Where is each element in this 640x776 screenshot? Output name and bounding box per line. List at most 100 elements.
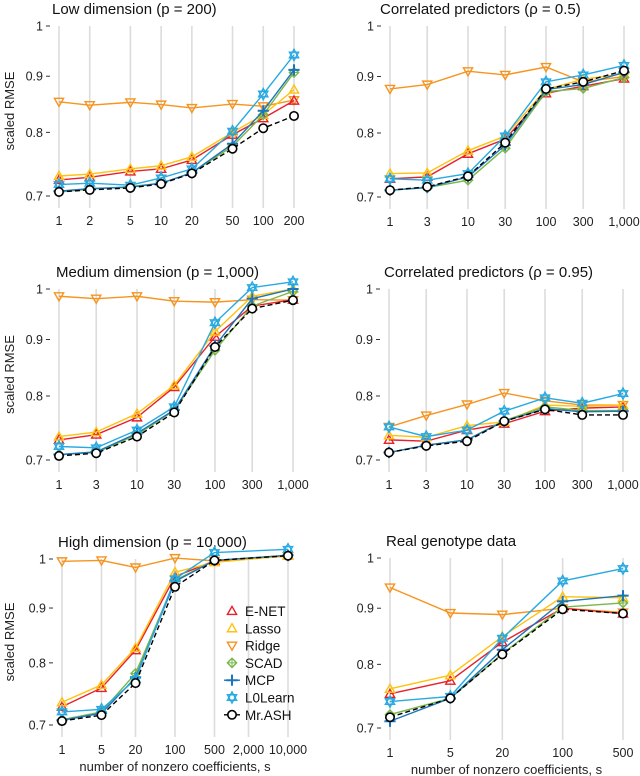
x-tick-label: 100 xyxy=(552,746,573,760)
data-point-down xyxy=(257,90,270,102)
data-point xyxy=(496,610,509,621)
data-point xyxy=(383,429,395,440)
legend-item: Ridge xyxy=(226,639,280,654)
data-point xyxy=(422,181,433,192)
data-point xyxy=(617,608,628,619)
data-point xyxy=(577,409,588,420)
data-point xyxy=(56,704,68,719)
y-tick-label: 0.7 xyxy=(29,719,46,733)
legend: E-NET Lasso Ridge SCAD MCP L0Learn Mr.ASH xyxy=(224,604,295,723)
data-point xyxy=(95,681,108,693)
data-point-up xyxy=(246,280,258,292)
data-point-down xyxy=(384,698,396,709)
data-point xyxy=(462,67,474,78)
x-tick-label: 100 xyxy=(253,214,274,228)
data-point-up xyxy=(226,124,239,135)
series-line xyxy=(389,596,624,690)
legend-marker xyxy=(226,604,238,616)
series-mrash xyxy=(384,604,628,723)
x-tick-label: 5 xyxy=(98,743,105,757)
data-point xyxy=(383,447,394,458)
legend-marker xyxy=(226,657,238,669)
legend-marker xyxy=(226,622,238,633)
series-l0learn xyxy=(53,47,300,193)
data-point xyxy=(496,631,509,646)
x-tick-label: 2,000 xyxy=(233,743,264,757)
series-line xyxy=(389,567,624,703)
y-axis-label: scaled RMSE xyxy=(2,335,17,414)
data-point xyxy=(53,450,64,461)
y-tick-label: 1 xyxy=(366,283,373,297)
x-tick-label: 5 xyxy=(127,214,134,228)
series-line xyxy=(389,77,625,180)
data-point xyxy=(226,124,239,139)
data-point-down xyxy=(556,577,569,588)
data-point xyxy=(384,694,396,709)
series-line xyxy=(58,54,295,186)
data-point xyxy=(498,404,510,419)
legend-label: Lasso xyxy=(245,621,281,636)
panel-title: Correlated predictors (ρ = 0.5) xyxy=(380,1,581,18)
legend-item: SCAD xyxy=(226,656,283,671)
panel-title: Real genotype data xyxy=(386,533,517,550)
series-line xyxy=(58,99,295,109)
data-point xyxy=(498,388,511,400)
data-point xyxy=(247,303,258,314)
x-tick-label: 1 xyxy=(386,478,393,492)
data-point xyxy=(168,379,181,390)
x-tick-label: 300 xyxy=(573,215,594,229)
series-mcp xyxy=(53,283,299,461)
data-point xyxy=(56,557,68,568)
data-point-up xyxy=(257,86,270,98)
series-mrash xyxy=(383,404,628,458)
data-point xyxy=(497,649,508,660)
x-tick-label: 1,000 xyxy=(277,478,308,492)
data-point xyxy=(421,166,434,178)
data-point xyxy=(462,144,474,155)
data-point xyxy=(617,590,629,602)
x-tick-label: 10 xyxy=(130,478,144,492)
data-point xyxy=(384,167,396,178)
data-point-up xyxy=(498,404,510,415)
legend-item: L0Learn xyxy=(226,690,295,706)
x-tick-label: 300 xyxy=(572,478,593,492)
data-point-down xyxy=(499,132,511,144)
data-point xyxy=(169,571,181,587)
x-tick-label: 100 xyxy=(535,478,556,492)
y-tick-label: 1 xyxy=(36,283,43,297)
y-tick-label: 0.8 xyxy=(29,656,46,670)
data-point xyxy=(539,390,551,405)
data-point-up xyxy=(383,419,395,431)
data-point-down xyxy=(540,78,552,89)
x-tick-label: 100 xyxy=(205,478,226,492)
y-tick-label: 1 xyxy=(36,20,43,34)
data-point-up xyxy=(384,694,396,705)
data-point-up xyxy=(576,396,588,407)
data-point xyxy=(540,83,551,94)
x-tick-label: 200 xyxy=(284,214,305,228)
data-point xyxy=(444,608,457,620)
x-tick-label: 10 xyxy=(154,214,168,228)
data-point xyxy=(287,274,299,289)
data-point xyxy=(500,137,511,148)
y-tick-label: 0.8 xyxy=(26,126,43,140)
x-tick-label: 1 xyxy=(59,743,66,757)
data-point xyxy=(288,83,300,94)
panel-title: High dimension (p = 10,000) xyxy=(58,534,247,551)
data-point xyxy=(617,386,629,401)
data-point xyxy=(444,669,457,680)
y-tick-label: 0.8 xyxy=(356,389,373,403)
data-point xyxy=(124,165,137,176)
x-tick-label: 2 xyxy=(86,214,93,228)
x-tick-label: 3 xyxy=(93,478,100,492)
data-point xyxy=(499,416,510,427)
data-point xyxy=(384,712,395,723)
data-point xyxy=(288,94,300,105)
data-point xyxy=(124,98,137,109)
data-point-down xyxy=(384,175,396,186)
legend-item: E-NET xyxy=(226,604,286,619)
data-point-up xyxy=(288,47,300,59)
x-tick-label: 50 xyxy=(226,214,240,228)
data-point xyxy=(227,143,238,154)
data-point xyxy=(258,123,269,134)
